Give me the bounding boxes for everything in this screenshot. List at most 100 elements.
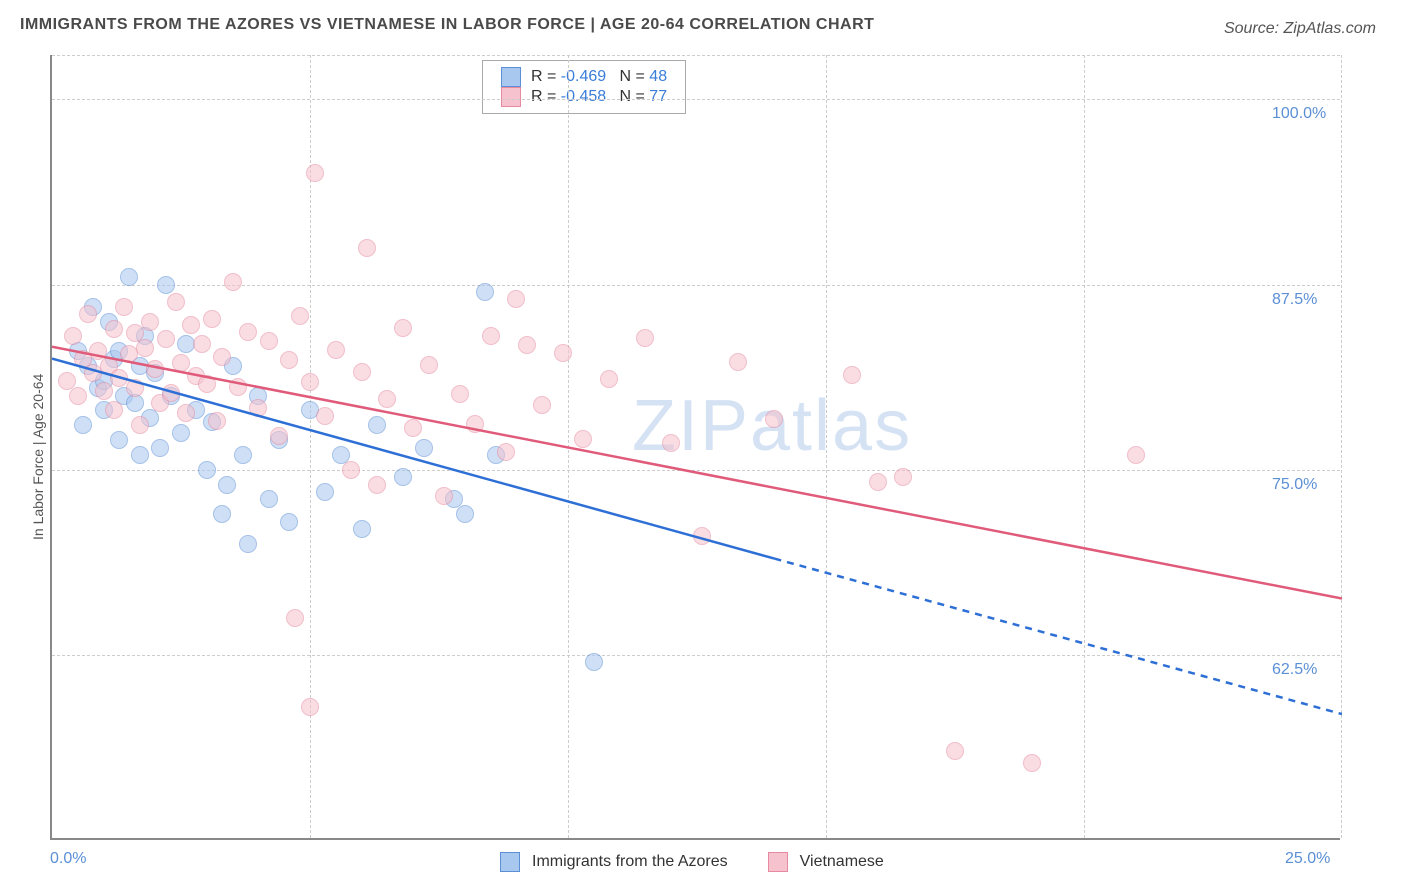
y-axis-label: In Labor Force | Age 20-64 xyxy=(30,374,46,540)
data-point xyxy=(157,276,175,294)
legend-swatch xyxy=(768,852,788,872)
data-point xyxy=(167,293,185,311)
data-point xyxy=(260,332,278,350)
scatter-plot-area: ZIPatlas R = -0.469 N = 48R = -0.458 N =… xyxy=(50,55,1340,840)
data-point xyxy=(270,427,288,445)
data-point xyxy=(1023,754,1041,772)
data-point xyxy=(95,382,113,400)
data-point xyxy=(151,439,169,457)
legend-text: R = -0.469 N = 48 xyxy=(531,68,667,86)
data-point xyxy=(172,354,190,372)
data-point xyxy=(353,363,371,381)
y-tick-label: 75.0% xyxy=(1272,476,1317,494)
data-point xyxy=(327,341,345,359)
legend-swatch xyxy=(501,87,521,107)
data-point xyxy=(574,430,592,448)
y-tick-label: 100.0% xyxy=(1272,105,1326,123)
data-point xyxy=(765,410,783,428)
data-point xyxy=(394,468,412,486)
data-point xyxy=(280,351,298,369)
legend-label: Immigrants from the Azores xyxy=(532,853,728,871)
data-point xyxy=(110,431,128,449)
data-point xyxy=(198,375,216,393)
data-point xyxy=(280,513,298,531)
data-point xyxy=(518,336,536,354)
legend-text: R = -0.458 N = 77 xyxy=(531,88,667,106)
data-point xyxy=(533,396,551,414)
data-point xyxy=(239,535,257,553)
data-point xyxy=(141,313,159,331)
series-legend: Immigrants from the Azores Vietnamese xyxy=(500,852,912,872)
data-point xyxy=(234,446,252,464)
legend-label: Vietnamese xyxy=(800,853,884,871)
data-point xyxy=(131,416,149,434)
data-point xyxy=(162,384,180,402)
data-point xyxy=(291,307,309,325)
data-point xyxy=(600,370,618,388)
data-point xyxy=(172,424,190,442)
data-point xyxy=(368,416,386,434)
source-attribution: Source: ZipAtlas.com xyxy=(1224,20,1376,38)
data-point xyxy=(136,339,154,357)
y-tick-label: 62.5% xyxy=(1272,661,1317,679)
data-point xyxy=(69,387,87,405)
data-point xyxy=(507,290,525,308)
gridline-vertical xyxy=(1341,55,1342,838)
data-point xyxy=(218,476,236,494)
data-point xyxy=(260,490,278,508)
legend-swatch xyxy=(501,67,521,87)
gridline-vertical xyxy=(826,55,827,838)
data-point xyxy=(146,360,164,378)
x-tick-label: 0.0% xyxy=(50,850,86,868)
data-point xyxy=(693,527,711,545)
x-tick-label: 25.0% xyxy=(1285,850,1330,868)
data-point xyxy=(435,487,453,505)
data-point xyxy=(946,742,964,760)
data-point xyxy=(420,356,438,374)
data-point xyxy=(843,366,861,384)
data-point xyxy=(120,268,138,286)
data-point xyxy=(213,348,231,366)
data-point xyxy=(105,401,123,419)
data-point xyxy=(662,434,680,452)
data-point xyxy=(894,468,912,486)
data-point xyxy=(115,298,133,316)
data-point xyxy=(404,419,422,437)
data-point xyxy=(482,327,500,345)
data-point xyxy=(358,239,376,257)
data-point xyxy=(456,505,474,523)
data-point xyxy=(476,283,494,301)
gridline-horizontal xyxy=(52,99,1340,100)
data-point xyxy=(466,415,484,433)
data-point xyxy=(729,353,747,371)
data-point xyxy=(224,273,242,291)
gridline-horizontal xyxy=(52,655,1340,656)
y-tick-label: 87.5% xyxy=(1272,291,1317,309)
data-point xyxy=(306,164,324,182)
data-point xyxy=(353,520,371,538)
data-point xyxy=(157,330,175,348)
gridline-horizontal xyxy=(52,470,1340,471)
data-point xyxy=(301,373,319,391)
data-point xyxy=(249,399,267,417)
data-point xyxy=(203,310,221,328)
chart-title: IMMIGRANTS FROM THE AZORES VS VIETNAMESE… xyxy=(20,16,874,34)
data-point xyxy=(229,378,247,396)
data-point xyxy=(1127,446,1145,464)
data-point xyxy=(213,505,231,523)
gridline-vertical xyxy=(1084,55,1085,838)
gridline-horizontal xyxy=(52,285,1340,286)
data-point xyxy=(131,446,149,464)
data-point xyxy=(316,483,334,501)
data-point xyxy=(316,407,334,425)
data-point xyxy=(286,609,304,627)
data-point xyxy=(636,329,654,347)
data-point xyxy=(198,461,216,479)
data-point xyxy=(368,476,386,494)
data-point xyxy=(182,316,200,334)
legend-row: R = -0.469 N = 48 xyxy=(501,67,667,87)
data-point xyxy=(415,439,433,457)
gridline-horizontal xyxy=(52,55,1340,56)
data-point xyxy=(394,319,412,337)
data-point xyxy=(585,653,603,671)
